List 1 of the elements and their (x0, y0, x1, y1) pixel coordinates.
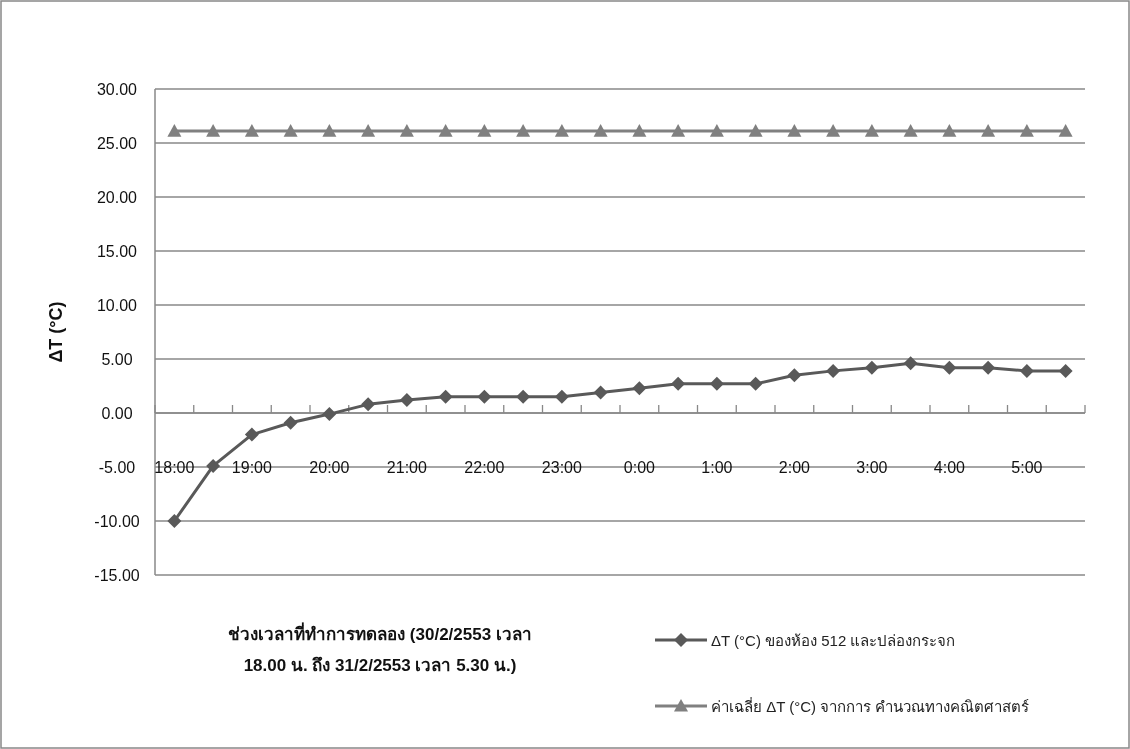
ylabel: ΔT (°C) (46, 301, 66, 363)
